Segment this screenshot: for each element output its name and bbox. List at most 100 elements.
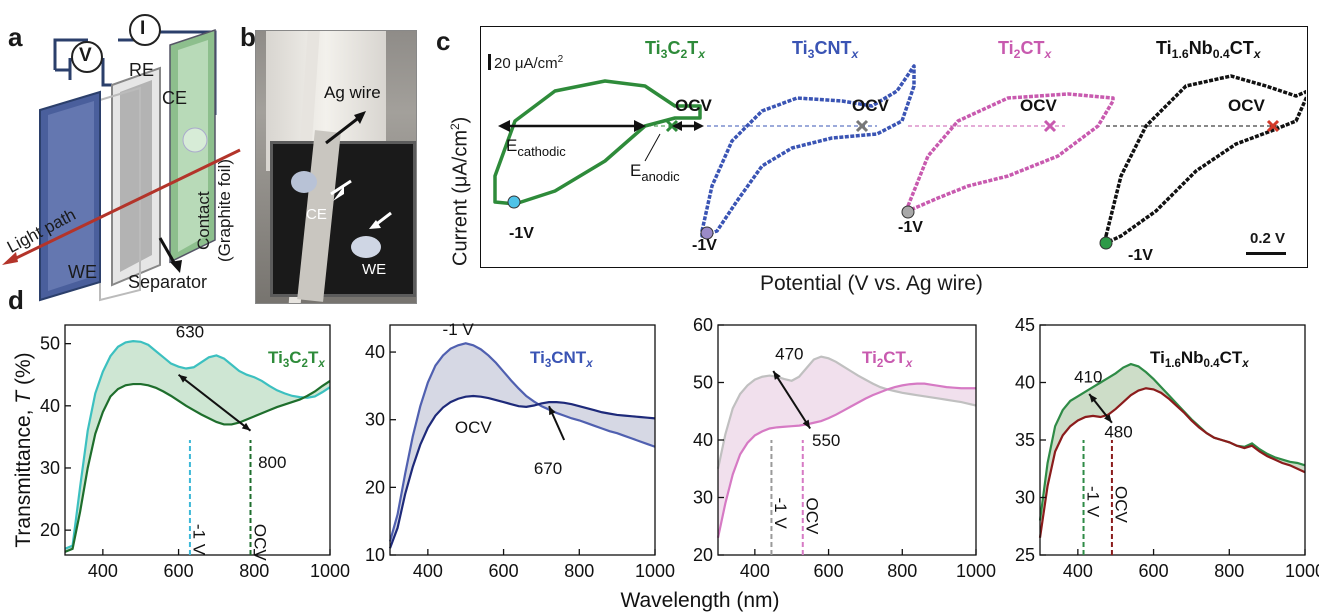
arrow-head bbox=[1104, 414, 1112, 423]
arrow-head bbox=[1089, 394, 1098, 403]
contact-label: Contact bbox=[194, 191, 213, 250]
re-label: RE bbox=[129, 60, 155, 80]
annotation-label: 550 bbox=[812, 431, 840, 450]
minus-1v-label: -1V bbox=[1128, 247, 1153, 264]
title-subscript: 0.4 bbox=[1213, 47, 1230, 61]
annotation-label: 800 bbox=[258, 453, 286, 472]
we-label: WE bbox=[68, 262, 97, 282]
title-subscript: 0.4 bbox=[1204, 358, 1221, 370]
cv-curve bbox=[1104, 74, 1306, 245]
series-line-2 bbox=[64, 380, 331, 553]
y-tick-label: 35 bbox=[1015, 430, 1035, 450]
plot-frame bbox=[717, 324, 977, 556]
x-tick-label: 600 bbox=[1139, 561, 1169, 581]
cell-schematic bbox=[2, 14, 241, 302]
ce-label: CE bbox=[162, 88, 188, 108]
y-tick-label: 60 bbox=[693, 315, 713, 335]
ocv-label: OCV bbox=[675, 96, 713, 115]
chart-title: Ti2CTx bbox=[998, 38, 1052, 61]
annotation-label: -1 V bbox=[190, 524, 209, 556]
e-main: E bbox=[630, 161, 641, 180]
title-part: C bbox=[289, 348, 301, 367]
title-part: T bbox=[308, 348, 319, 367]
cv-loop-4: OCV -1V Ti1.6Nb0.4CTx bbox=[1099, 38, 1306, 264]
panel-label-d: d bbox=[8, 285, 24, 315]
chart-title: Ti3CNTx bbox=[530, 348, 593, 370]
cv-plot: OCV-1VTi3C2TxOCV-1VTi3CNTxOCV-1VTi2CTxOC… bbox=[493, 38, 1306, 264]
title-subscript: 3 bbox=[283, 358, 289, 370]
cv-xscale-bar bbox=[1246, 252, 1286, 255]
e-sub: anodic bbox=[641, 169, 680, 184]
chart-title: Ti3CNTx bbox=[792, 38, 859, 61]
shaded-difference bbox=[718, 356, 976, 538]
separator-label: Separator bbox=[128, 272, 208, 292]
title-part: Ti bbox=[530, 348, 545, 367]
x-tick-label: 1000 bbox=[635, 561, 675, 581]
title-part: CNT bbox=[551, 348, 587, 367]
spectrum-chart-1: 20 30 40 50 400 600 800 1000 Ti3C2Tx bbox=[40, 324, 350, 581]
title-part: Ti bbox=[1150, 348, 1165, 367]
ocv-marker bbox=[1043, 119, 1057, 133]
title-part: Ti bbox=[862, 348, 877, 367]
x-tick-label: 800 bbox=[564, 561, 594, 581]
title-part: Ti bbox=[792, 38, 808, 58]
cv-frame bbox=[480, 26, 1308, 268]
series-line-2 bbox=[716, 382, 976, 538]
title-subscript: x bbox=[585, 358, 593, 370]
arrow-head bbox=[672, 121, 682, 131]
title-subscript: 2 bbox=[877, 358, 883, 370]
title-part: CNT bbox=[814, 38, 851, 58]
y-tick-label: 30 bbox=[693, 488, 713, 508]
chart-title: Ti2CTx bbox=[862, 348, 913, 370]
x-tick-label: 400 bbox=[740, 561, 770, 581]
title-subscript: 1.6 bbox=[1165, 358, 1181, 370]
annotations-4: 410 480 -1 V OCV bbox=[1074, 368, 1133, 555]
cv-ylabel: Current (μA/cm2) bbox=[448, 116, 472, 266]
y-tick-label: 50 bbox=[40, 334, 60, 354]
title-part: Ti bbox=[998, 38, 1014, 58]
title-part: CT bbox=[883, 348, 906, 367]
title-part: Ti bbox=[1156, 38, 1172, 58]
y-tick-label: 30 bbox=[365, 410, 385, 430]
spectrum-chart-2: 10 20 30 40 400 600 800 1000 Ti3CNTx bbox=[365, 324, 675, 581]
arrow-head bbox=[634, 120, 646, 132]
title-subscript: x bbox=[1043, 47, 1052, 61]
x-tick-label: 400 bbox=[88, 561, 118, 581]
series-line-1 bbox=[388, 342, 656, 542]
ocv-marker bbox=[1266, 119, 1280, 133]
y-tick-label: 30 bbox=[1015, 488, 1035, 508]
voltmeter-label: V bbox=[79, 45, 92, 66]
ylabel-part: Transmittance, bbox=[12, 404, 35, 548]
title-part: Ti bbox=[268, 348, 283, 367]
voltmeter-icon bbox=[71, 41, 103, 73]
annotation-label: -1 V bbox=[443, 320, 475, 339]
ag-wire-label: Ag wire bbox=[324, 83, 381, 102]
title-subscript: x bbox=[850, 47, 859, 61]
photo-we-label: WE bbox=[362, 261, 387, 278]
series-line-2 bbox=[388, 394, 656, 549]
arrow-head bbox=[241, 422, 251, 431]
x-tick-label: 800 bbox=[1214, 561, 1244, 581]
title-part: Ti bbox=[645, 38, 661, 58]
ocv-label: OCV bbox=[1228, 96, 1266, 115]
series-line-1 bbox=[1038, 362, 1306, 521]
title-subscript: x bbox=[1253, 47, 1262, 61]
title-part: C bbox=[667, 38, 680, 58]
y-tick-label: 20 bbox=[365, 477, 385, 497]
x-tick-label: 1000 bbox=[310, 561, 350, 581]
title-subscript: 3 bbox=[808, 47, 815, 61]
photo-ce-label: CE bbox=[306, 206, 327, 223]
x-tick-label: 1000 bbox=[1285, 561, 1319, 581]
minus-1v-label: -1V bbox=[509, 225, 534, 242]
title-subscript: x bbox=[905, 358, 913, 370]
panel-label-b: b bbox=[240, 22, 256, 52]
cv-curve bbox=[493, 79, 702, 206]
x-tick-label: 600 bbox=[164, 561, 194, 581]
plot-frame bbox=[64, 324, 331, 556]
x-tick-label: 1000 bbox=[956, 561, 996, 581]
annotation-arrow bbox=[177, 373, 252, 432]
chart-title: Ti3C2Tx bbox=[268, 348, 325, 370]
title-subscript: x bbox=[317, 358, 325, 370]
